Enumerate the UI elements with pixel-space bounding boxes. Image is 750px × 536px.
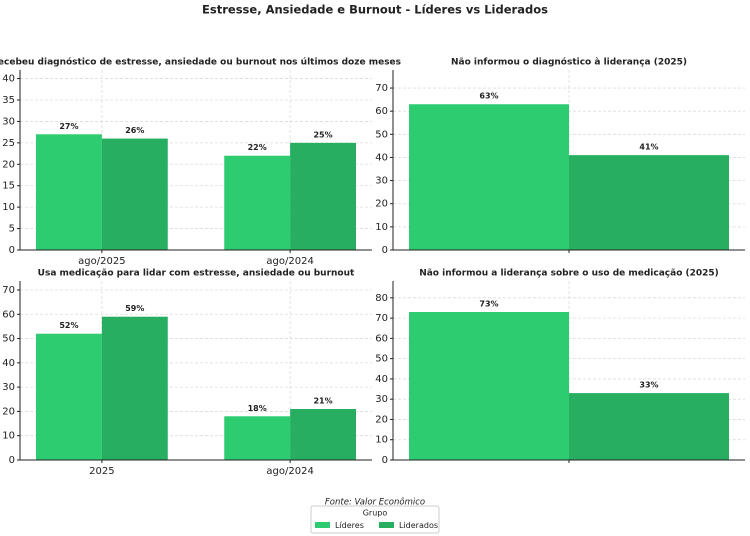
- x-tick-label: 2025: [89, 466, 114, 477]
- bar: [290, 142, 356, 250]
- legend-label: Liderados: [399, 521, 438, 530]
- value-label: 27%: [59, 122, 78, 131]
- y-tick-label: 70: [375, 313, 388, 324]
- y-tick-label: 60: [375, 106, 388, 117]
- value-label: 18%: [248, 404, 267, 413]
- value-label: 73%: [479, 300, 498, 309]
- y-tick-label: 40: [2, 74, 15, 85]
- legend-label: Líderes: [335, 521, 364, 530]
- panel-title: Não informou a liderança sobre o uso de …: [419, 269, 719, 279]
- y-tick-label: 10: [2, 431, 15, 442]
- y-tick-label: 70: [375, 83, 388, 94]
- value-label: 21%: [313, 396, 332, 405]
- y-tick-label: 0: [9, 455, 15, 466]
- y-tick-label: 50: [375, 129, 388, 140]
- value-label: 41%: [639, 143, 658, 152]
- y-tick-label: 40: [375, 374, 388, 385]
- y-tick-label: 15: [2, 181, 15, 192]
- value-label: 22%: [248, 143, 267, 152]
- y-tick-label: 10: [375, 222, 388, 233]
- bar: [409, 104, 569, 251]
- y-tick-label: 20: [375, 414, 388, 425]
- value-label: 59%: [125, 304, 144, 313]
- bar: [101, 138, 168, 250]
- x-tick-label: ago/2024: [266, 466, 313, 477]
- legend-title: Grupo: [363, 509, 388, 518]
- bar: [36, 134, 102, 250]
- legend-swatch: [379, 522, 394, 528]
- y-tick-label: 10: [375, 435, 388, 446]
- y-tick-label: 5: [9, 224, 15, 235]
- y-tick-label: 0: [382, 245, 388, 256]
- value-label: 25%: [313, 130, 332, 139]
- bar: [569, 155, 729, 250]
- y-tick-label: 40: [2, 358, 15, 369]
- value-label: 52%: [59, 321, 78, 330]
- y-tick-label: 50: [375, 354, 388, 365]
- y-tick-label: 20: [375, 199, 388, 210]
- y-tick-label: 10: [2, 202, 15, 213]
- y-tick-label: 50: [2, 334, 15, 345]
- legend-box: [310, 505, 440, 534]
- bar: [101, 316, 168, 460]
- y-tick-label: 20: [2, 159, 15, 170]
- legend-swatch: [315, 522, 330, 528]
- y-tick-label: 40: [375, 152, 388, 163]
- y-tick-label: 30: [2, 382, 15, 393]
- y-tick-label: 20: [2, 406, 15, 417]
- y-tick-label: 60: [2, 309, 15, 320]
- bar: [409, 312, 569, 460]
- value-label: 63%: [479, 92, 498, 101]
- y-tick-label: 30: [2, 116, 15, 127]
- y-tick-label: 30: [375, 176, 388, 187]
- y-tick-label: 25: [2, 138, 15, 149]
- panel-title: Usa medicação para lidar com estresse, a…: [38, 269, 355, 279]
- panel-title: Não informou o diagnóstico à liderança (…: [451, 57, 687, 68]
- x-tick-label: ago/2025: [78, 256, 125, 267]
- x-tick-label: ago/2024: [266, 256, 313, 267]
- y-tick-label: 0: [9, 245, 15, 256]
- y-tick-label: 80: [375, 293, 388, 304]
- bar: [224, 155, 291, 250]
- bar: [224, 416, 291, 460]
- y-tick-label: 60: [375, 333, 388, 344]
- panel-title: Recebeu diagnóstico de estresse, ansieda…: [0, 57, 401, 68]
- value-label: 33%: [639, 381, 658, 390]
- value-label: 26%: [125, 126, 144, 135]
- y-tick-label: 70: [2, 285, 15, 296]
- bar: [290, 408, 356, 460]
- figure-title: Estresse, Ansiedade e Burnout - Líderes …: [202, 3, 548, 17]
- y-tick-label: 0: [382, 455, 388, 466]
- bar: [569, 393, 729, 460]
- y-tick-label: 30: [375, 394, 388, 405]
- source-note: Fonte: Valor Econômico: [325, 497, 425, 508]
- y-tick-label: 35: [2, 95, 15, 106]
- bar: [36, 333, 102, 460]
